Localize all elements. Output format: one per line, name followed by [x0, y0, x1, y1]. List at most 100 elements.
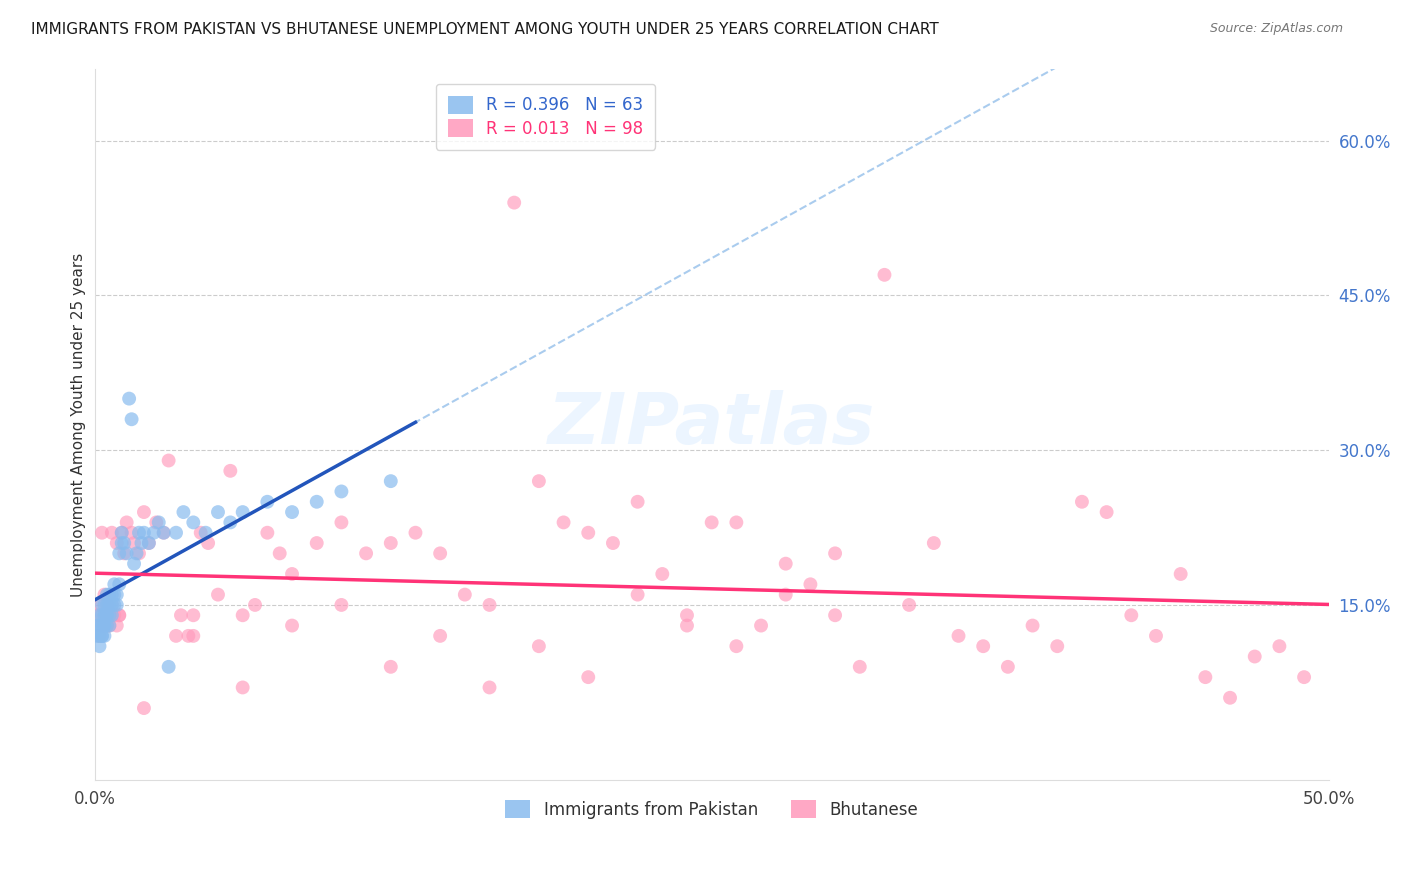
Point — [93, 608, 115, 623]
Point — [112, 536, 135, 550]
Point — [429, 629, 451, 643]
Point — [93, 618, 115, 632]
Point — [330, 516, 353, 530]
Point — [207, 505, 229, 519]
Point — [131, 536, 153, 550]
Point — [157, 453, 180, 467]
Point — [380, 660, 402, 674]
Point — [105, 536, 128, 550]
Point — [1219, 690, 1241, 705]
Point — [89, 608, 111, 623]
Point — [181, 608, 204, 623]
Point — [89, 629, 111, 643]
Point — [96, 618, 118, 632]
Point — [111, 525, 134, 540]
Point — [91, 629, 114, 643]
Point — [1121, 608, 1143, 623]
Point — [103, 588, 125, 602]
Point — [172, 505, 194, 519]
Point — [145, 516, 167, 530]
Point — [503, 195, 526, 210]
Point — [576, 525, 599, 540]
Point — [93, 598, 115, 612]
Point — [101, 598, 124, 612]
Point — [676, 608, 699, 623]
Point — [101, 588, 124, 602]
Point — [207, 588, 229, 602]
Point — [269, 546, 291, 560]
Point — [165, 629, 187, 643]
Point — [194, 525, 217, 540]
Point — [256, 525, 278, 540]
Point — [105, 588, 128, 602]
Text: IMMIGRANTS FROM PAKISTAN VS BHUTANESE UNEMPLOYMENT AMONG YOUTH UNDER 25 YEARS CO: IMMIGRANTS FROM PAKISTAN VS BHUTANESE UN… — [31, 22, 939, 37]
Point — [91, 608, 114, 623]
Point — [1243, 649, 1265, 664]
Point — [824, 546, 846, 560]
Point — [101, 525, 124, 540]
Point — [98, 598, 121, 612]
Point — [93, 629, 115, 643]
Point — [354, 546, 377, 560]
Point — [429, 546, 451, 560]
Point — [256, 495, 278, 509]
Point — [96, 588, 118, 602]
Point — [725, 639, 748, 653]
Point — [115, 516, 138, 530]
Point — [108, 546, 131, 560]
Point — [478, 681, 501, 695]
Point — [128, 525, 150, 540]
Point — [93, 618, 115, 632]
Point — [128, 546, 150, 560]
Point — [93, 588, 115, 602]
Point — [177, 629, 200, 643]
Point — [1170, 566, 1192, 581]
Legend: Immigrants from Pakistan, Bhutanese: Immigrants from Pakistan, Bhutanese — [499, 793, 925, 825]
Point — [118, 392, 141, 406]
Point — [1046, 639, 1069, 653]
Point — [330, 484, 353, 499]
Point — [105, 618, 128, 632]
Point — [111, 536, 134, 550]
Point — [142, 525, 165, 540]
Point — [775, 557, 797, 571]
Point — [232, 608, 254, 623]
Point — [121, 412, 143, 426]
Point — [651, 566, 673, 581]
Point — [138, 536, 160, 550]
Point — [157, 660, 180, 674]
Point — [98, 608, 121, 623]
Point — [152, 525, 174, 540]
Point — [101, 598, 124, 612]
Point — [86, 629, 108, 643]
Point — [1021, 618, 1043, 632]
Text: ZIPatlas: ZIPatlas — [548, 390, 876, 458]
Point — [122, 557, 145, 571]
Point — [91, 618, 114, 632]
Point — [922, 536, 945, 550]
Point — [98, 618, 121, 632]
Point — [165, 525, 187, 540]
Point — [799, 577, 821, 591]
Point — [972, 639, 994, 653]
Point — [380, 474, 402, 488]
Point — [89, 629, 111, 643]
Point — [330, 598, 353, 612]
Point — [103, 577, 125, 591]
Point — [824, 608, 846, 623]
Point — [96, 598, 118, 612]
Point — [170, 608, 193, 623]
Point — [1194, 670, 1216, 684]
Point — [89, 639, 111, 653]
Point — [112, 546, 135, 560]
Point — [98, 618, 121, 632]
Point — [898, 598, 921, 612]
Point — [152, 525, 174, 540]
Point — [281, 505, 304, 519]
Point — [849, 660, 872, 674]
Point — [527, 639, 550, 653]
Point — [404, 525, 426, 540]
Point — [121, 525, 143, 540]
Point — [553, 516, 575, 530]
Point — [125, 546, 148, 560]
